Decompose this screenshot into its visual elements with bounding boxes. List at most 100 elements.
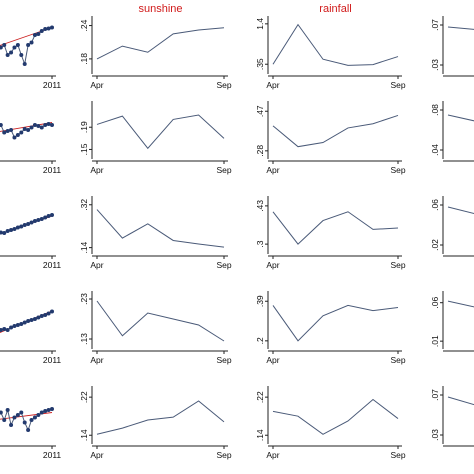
data-point <box>5 53 10 57</box>
data-point <box>26 128 31 132</box>
x-tick-label: 2011 <box>43 165 62 175</box>
data-point <box>36 32 41 36</box>
data-point <box>43 27 48 31</box>
series-line <box>447 206 474 215</box>
data-point <box>12 227 17 231</box>
panel-r3-c3: .3 .43 Apr Sep <box>255 196 406 270</box>
x-tick-label: Apr <box>266 450 279 460</box>
data-point <box>22 127 27 131</box>
y-tick-label: .28 <box>255 145 265 157</box>
data-point <box>26 428 31 432</box>
x-tick-label: Apr <box>266 355 279 365</box>
x-tick-label: Sep <box>216 355 231 365</box>
data-point <box>19 322 24 326</box>
y-tick-label: .03 <box>430 429 440 441</box>
data-point <box>32 123 37 127</box>
data-point <box>50 213 54 217</box>
series-line <box>272 23 399 66</box>
data-point <box>39 125 44 130</box>
data-point <box>36 413 41 417</box>
data-point <box>32 317 37 321</box>
panel-r3-c1: 2011 <box>0 213 61 270</box>
y-tick-label: 1.4 <box>255 18 265 30</box>
data-point <box>26 43 31 47</box>
series-line <box>0 27 53 66</box>
panel-r1-c4: .03 .07 <box>430 16 474 77</box>
data-point <box>36 124 41 128</box>
data-point <box>46 122 51 126</box>
y-tick-label: .06 <box>430 199 440 211</box>
data-point <box>50 309 54 314</box>
data-point <box>0 410 3 415</box>
y-tick-label: .24 <box>79 19 89 31</box>
series-line <box>96 27 225 60</box>
data-point <box>32 33 37 37</box>
panel-r3-c4: .02 .06 <box>430 196 474 257</box>
x-tick-label: Sep <box>390 80 405 90</box>
y-tick-label: .18 <box>79 53 89 65</box>
y-tick-label: .08 <box>430 104 440 116</box>
data-point <box>46 311 51 316</box>
data-point <box>39 29 44 33</box>
data-point <box>19 53 24 57</box>
panel-r3-c2: .14 .32 Apr Sep <box>79 196 232 270</box>
data-point <box>50 25 54 30</box>
x-tick-label: Apr <box>266 80 279 90</box>
data-point <box>50 123 54 127</box>
data-point <box>9 50 14 55</box>
data-point <box>39 217 44 221</box>
x-tick-label: Apr <box>90 450 103 460</box>
panel-r1-c1: 2011 <box>0 25 62 90</box>
data-point <box>43 313 48 317</box>
data-point <box>26 319 31 323</box>
series-line <box>96 300 225 342</box>
y-tick-label: .22 <box>255 391 265 403</box>
data-point <box>2 418 7 422</box>
data-point <box>46 26 51 31</box>
data-point <box>22 420 27 425</box>
data-point <box>36 315 41 320</box>
x-tick-label: 2011 <box>43 80 62 90</box>
x-tick-label: Sep <box>216 165 231 175</box>
trend-line <box>0 412 53 420</box>
x-tick-label: Sep <box>216 450 231 460</box>
data-point <box>29 318 34 322</box>
data-point <box>46 408 51 412</box>
x-tick-label: Apr <box>90 355 103 365</box>
data-point <box>22 320 27 325</box>
data-point <box>0 230 3 235</box>
data-point <box>39 314 44 318</box>
x-tick-label: Apr <box>266 260 279 270</box>
data-point <box>15 43 20 47</box>
panel-r2-c1: 2011 <box>0 122 61 175</box>
data-point <box>36 218 41 222</box>
data-point <box>9 423 14 427</box>
data-point <box>12 135 17 140</box>
y-tick-label: .04 <box>430 144 440 156</box>
data-point <box>50 407 54 411</box>
series-line <box>272 398 399 435</box>
data-point <box>39 410 44 415</box>
data-point <box>5 229 10 233</box>
data-point <box>46 214 51 218</box>
data-point <box>5 328 10 332</box>
y-tick-label: .14 <box>79 241 89 253</box>
data-point <box>0 45 3 50</box>
series-line <box>447 396 474 406</box>
data-point <box>19 130 24 135</box>
panel-r2-c3: .28 .47 Apr Sep <box>255 101 406 175</box>
y-tick-label: .43 <box>255 200 265 212</box>
data-point <box>29 40 34 45</box>
x-tick-label: 2011 <box>43 450 62 460</box>
series-line <box>447 114 474 122</box>
y-tick-label: .47 <box>255 105 265 117</box>
y-tick-label: .14 <box>255 429 265 441</box>
x-tick-label: Apr <box>90 80 103 90</box>
y-tick-label: .14 <box>79 429 89 441</box>
panel-r5-c3: .14 .22 Apr Sep <box>255 386 406 460</box>
y-tick-label: .2 <box>255 337 265 344</box>
y-tick-label: .15 <box>79 143 89 155</box>
y-tick-label: .35 <box>255 58 265 70</box>
data-point <box>15 133 20 137</box>
